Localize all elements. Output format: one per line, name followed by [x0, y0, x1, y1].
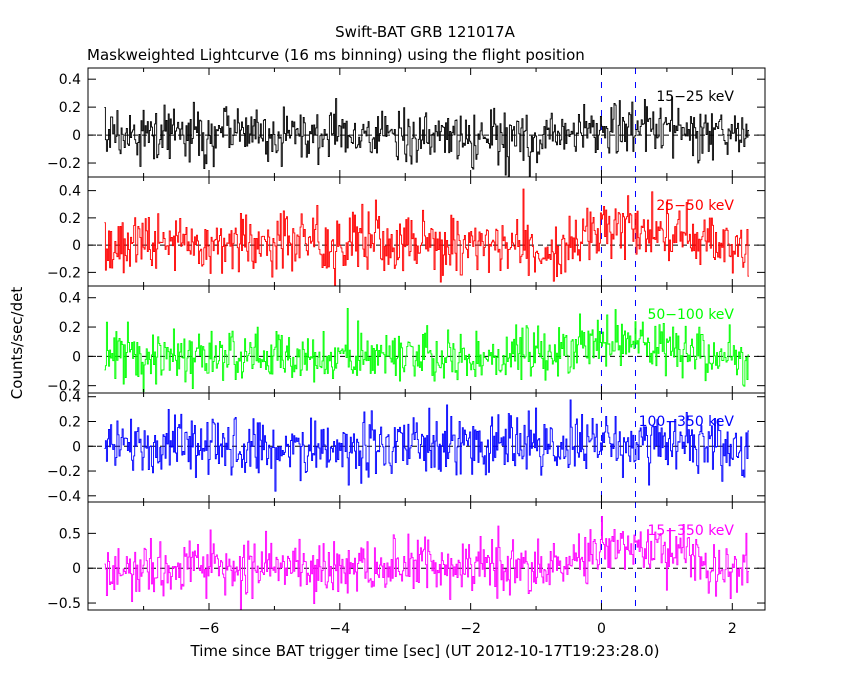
y-tick-label: −0.4: [47, 489, 81, 505]
x-tick-label: −4: [330, 621, 351, 637]
y-axis-label: Counts/sec/det: [8, 287, 26, 400]
y-tick-label: 0: [72, 349, 81, 365]
y-tick-label: 0.5: [59, 526, 81, 542]
panel-frame: [87, 501, 766, 611]
series-label-1: 15−25 keV: [656, 89, 734, 105]
y-tick-label: 0: [72, 238, 81, 254]
series-label-4: 100−350 keV: [639, 414, 735, 430]
lightcurve-series-2: [104, 188, 749, 286]
panel-2: −0.2 0 0.2 0.4 25−50 keV: [47, 176, 766, 287]
panel-5: −0.5 0 0.5 15−350 keV: [47, 501, 766, 612]
y-tick-label: −0.2: [47, 464, 81, 480]
y-tick-label: 0.4: [59, 390, 81, 406]
chart-title: Swift-BAT GRB 121017A: [335, 23, 515, 41]
x-tick-label: −6: [199, 621, 220, 637]
panels: −0.2 0 0.2 0.4 15−25 keV −0.2 0 0.2 0.4 25−50 keV…: [47, 67, 766, 612]
panel-4: −0.4 −0.2 0 0.2 0.4 100−350 keV: [47, 390, 766, 505]
lightcurve-series-5: [104, 515, 749, 611]
y-tick-label: −0.5: [47, 596, 81, 612]
y-tick-label: 0.2: [59, 100, 81, 116]
panel-1: −0.2 0 0.2 0.4 15−25 keV: [47, 67, 766, 178]
y-tick-label: −0.2: [47, 265, 81, 281]
y-tick-label: 0.4: [59, 184, 81, 200]
x-tick-label: 0: [597, 621, 606, 637]
y-tick-label: 0: [72, 128, 81, 144]
panel-3: −0.2 0 0.2 0.4 50−100 keV: [47, 285, 766, 395]
y-tick-label: 0.4: [59, 291, 81, 307]
series-label-2: 25−50 keV: [656, 198, 734, 214]
y-tick-label: 0.2: [59, 211, 81, 227]
series-label-5: 15−350 keV: [647, 523, 734, 539]
x-axis: −6 −4 −2 0 2: [199, 621, 737, 637]
lightcurve-series-3: [104, 308, 749, 393]
x-tick-label: 2: [728, 621, 737, 637]
y-tick-label: 0.2: [59, 320, 81, 336]
lightcurve-series-1: [104, 96, 749, 177]
y-tick-label: −0.2: [47, 379, 81, 395]
x-axis-label: Time since BAT trigger time [sec] (UT 20…: [190, 642, 660, 660]
series-label-3: 50−100 keV: [647, 307, 734, 323]
chart-subtitle: Maskweighted Lightcurve (16 ms binning) …: [87, 46, 585, 64]
y-tick-label: 0.4: [59, 72, 81, 88]
lightcurve-series-4: [104, 399, 749, 492]
y-tick-label: 0.2: [59, 414, 81, 430]
y-tick-label: −0.2: [47, 156, 81, 172]
y-tick-label: 0: [72, 561, 81, 577]
x-tick-label: −2: [460, 621, 481, 637]
y-tick-label: 0: [72, 439, 81, 455]
